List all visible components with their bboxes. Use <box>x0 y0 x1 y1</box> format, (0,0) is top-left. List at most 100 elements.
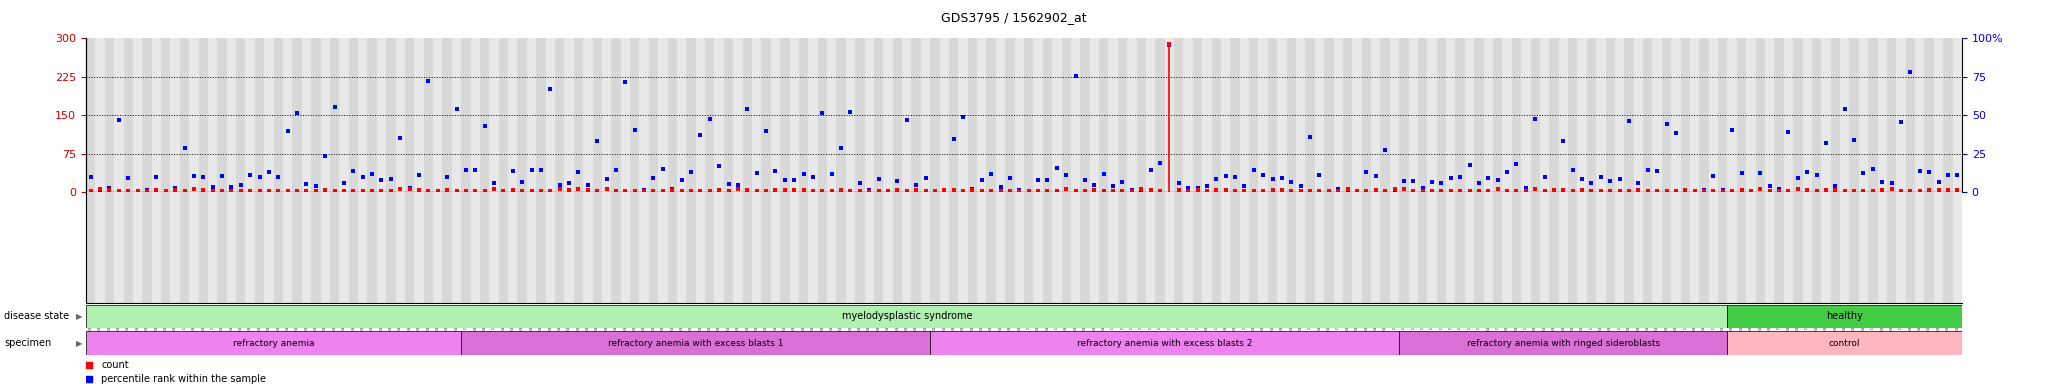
Point <box>186 174 219 180</box>
Bar <box>1729 192 1737 303</box>
Bar <box>301 38 311 192</box>
Bar <box>977 192 987 303</box>
Point <box>561 186 594 192</box>
Point <box>1651 121 1683 127</box>
Point <box>975 171 1008 177</box>
Bar <box>180 38 188 192</box>
Bar <box>1456 192 1464 303</box>
Point <box>1640 189 1673 195</box>
Point <box>1303 189 1335 195</box>
Bar <box>199 192 209 303</box>
Point <box>1810 140 1843 146</box>
Point <box>852 189 885 195</box>
Bar <box>86 305 1729 328</box>
Bar <box>1464 192 1475 303</box>
Point <box>1546 138 1579 144</box>
Text: count: count <box>102 360 129 370</box>
Point <box>1546 187 1579 194</box>
Bar <box>1821 38 1831 192</box>
Bar <box>1577 38 1587 192</box>
Bar <box>1886 38 1896 192</box>
Point <box>946 114 979 120</box>
Text: GDS3795 / 1562902_at: GDS3795 / 1562902_at <box>940 12 1087 25</box>
Bar <box>1952 192 1962 303</box>
Point <box>834 109 866 115</box>
Point <box>1368 147 1401 153</box>
Point <box>807 189 840 195</box>
Point <box>1116 187 1149 193</box>
Bar <box>1257 38 1268 192</box>
Bar <box>387 38 395 192</box>
Point <box>1913 169 1946 175</box>
Point <box>1059 189 1092 195</box>
Point <box>1219 174 1251 180</box>
Bar <box>791 38 799 192</box>
Bar <box>846 192 856 303</box>
Point <box>702 187 735 193</box>
Point <box>1190 188 1223 194</box>
Text: refractory anemia with ringed sideroblasts: refractory anemia with ringed sideroblas… <box>1466 339 1659 348</box>
Point <box>1229 182 1262 189</box>
Point <box>1135 187 1167 193</box>
Point <box>1341 188 1374 194</box>
Bar <box>639 38 649 192</box>
Point <box>694 189 727 195</box>
Bar <box>1700 38 1708 192</box>
Bar <box>922 38 930 192</box>
Bar <box>1249 38 1257 192</box>
Point <box>1575 180 1608 186</box>
Bar <box>358 192 367 303</box>
Point <box>1098 183 1130 189</box>
Point <box>702 163 735 169</box>
Point <box>1171 189 1204 195</box>
Point <box>403 187 436 193</box>
Bar <box>1530 192 1540 303</box>
Text: myelodysplastic syndrome: myelodysplastic syndrome <box>842 311 973 321</box>
Point <box>74 376 106 382</box>
Point <box>281 189 313 195</box>
Point <box>1593 188 1626 194</box>
Point <box>1876 180 1909 187</box>
Point <box>1855 189 1888 195</box>
Bar <box>733 38 743 192</box>
Point <box>1903 167 1935 174</box>
Point <box>1612 189 1645 195</box>
Bar <box>479 192 489 303</box>
Point <box>1087 189 1120 195</box>
Point <box>1077 187 1110 194</box>
Point <box>1706 187 1739 194</box>
Point <box>131 187 164 193</box>
Point <box>1753 182 1786 189</box>
Bar <box>1944 38 1952 192</box>
Point <box>1509 188 1542 194</box>
Point <box>1135 167 1167 173</box>
Bar <box>1812 38 1821 192</box>
Bar <box>348 192 358 303</box>
Bar <box>1042 38 1053 192</box>
Point <box>1331 188 1364 194</box>
Bar <box>340 192 348 303</box>
Bar <box>217 38 227 192</box>
Point <box>1386 178 1419 184</box>
Point <box>1884 119 1917 125</box>
Bar <box>995 38 1006 192</box>
Point <box>956 186 989 192</box>
Point <box>1923 187 1956 193</box>
Text: disease state: disease state <box>4 311 70 321</box>
Bar <box>1278 192 1286 303</box>
Point <box>1556 189 1589 195</box>
Bar <box>1933 38 1944 192</box>
Point <box>1171 185 1204 191</box>
Bar <box>1503 192 1511 303</box>
Point <box>1040 164 1073 170</box>
Bar <box>930 192 940 303</box>
Text: refractory anemia: refractory anemia <box>233 339 313 348</box>
Bar <box>1944 192 1952 303</box>
Point <box>262 174 295 180</box>
Bar <box>1464 38 1475 192</box>
Bar <box>940 38 948 192</box>
Bar <box>1399 38 1409 192</box>
Point <box>215 189 248 195</box>
Bar <box>1606 192 1616 303</box>
Bar <box>1333 192 1343 303</box>
